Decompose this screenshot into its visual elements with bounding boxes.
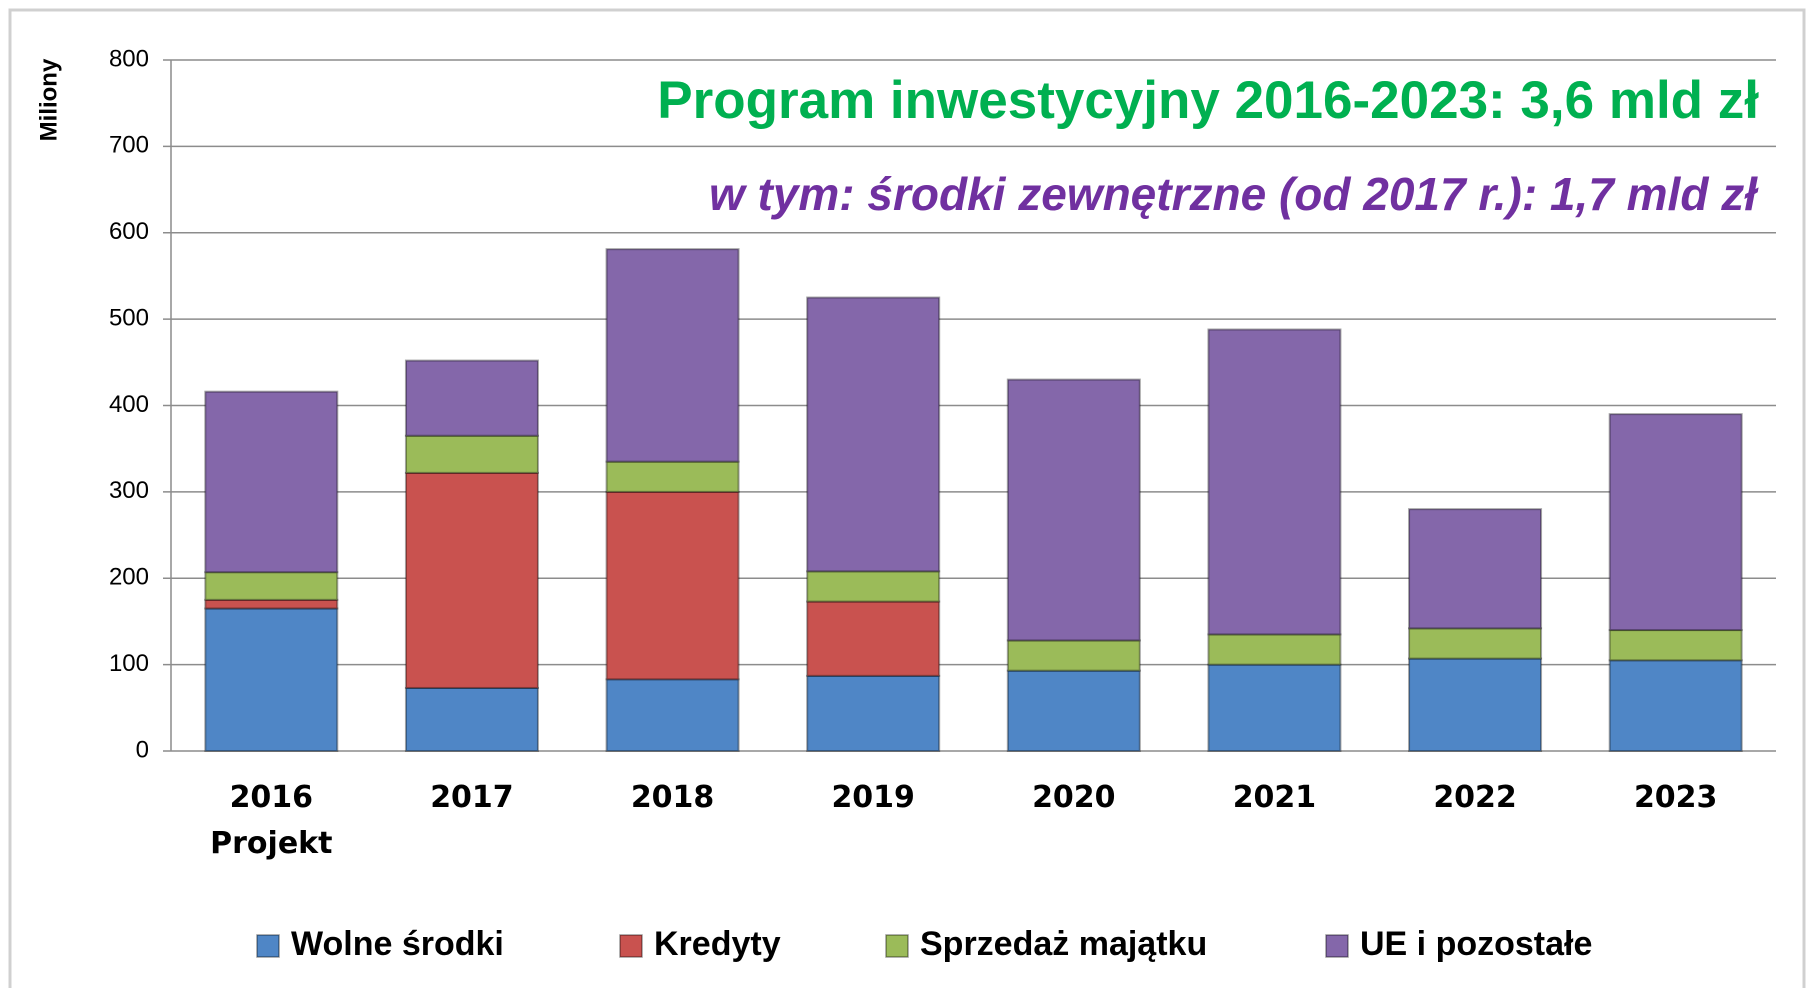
legend-swatch	[256, 934, 280, 958]
bar-segment	[806, 600, 941, 677]
bar-segment	[204, 598, 339, 610]
bar-segment	[1207, 633, 1342, 666]
legend-swatch	[619, 934, 643, 958]
bar-segment	[404, 686, 539, 752]
x-tick-label: 2020	[1032, 780, 1116, 815]
bar-segment	[1006, 378, 1141, 642]
bar-segment	[1006, 639, 1141, 672]
x-tick-label: 2022	[1433, 780, 1517, 815]
bar-segment	[605, 678, 740, 753]
bar-segment	[204, 571, 339, 601]
bar-segment	[1608, 659, 1743, 753]
bar-segment	[1006, 669, 1141, 753]
bar-segment	[1608, 629, 1743, 662]
annotation: w tym: środki zewnętrzne (od 2017 r.): 1…	[709, 168, 1759, 220]
bar-segment	[806, 296, 941, 573]
bar-segment	[806, 570, 941, 603]
x-tick-label: 2019	[831, 780, 915, 815]
y-tick-label: 400	[109, 391, 149, 418]
bar-segment	[1408, 657, 1543, 752]
legend-label: Kredyty	[654, 925, 781, 963]
x-tick-label: 2021	[1232, 780, 1317, 815]
legend-swatch	[885, 934, 909, 958]
bar-segment	[605, 248, 740, 463]
legend-label: Wolne środki	[291, 925, 504, 963]
y-tick-label: 100	[109, 650, 149, 677]
y-tick-label: 600	[109, 218, 149, 245]
y-tick-label: 200	[109, 564, 149, 591]
y-tick-label: 0	[136, 736, 149, 763]
legend-label: Sprzedaż majątku	[920, 925, 1207, 963]
y-axis-label: Miliony	[35, 58, 62, 141]
bar-segment	[806, 674, 941, 753]
bar-segment	[1408, 508, 1543, 630]
bar-segment	[1207, 328, 1342, 636]
y-tick-label: 700	[109, 132, 149, 159]
frame	[8, 8, 1806, 988]
bar-segment	[605, 490, 740, 681]
bar-segment	[204, 390, 339, 574]
legend-label: UE i pozostałe	[1360, 925, 1592, 963]
bar-segment	[1608, 413, 1743, 632]
y-tick-label: 500	[109, 304, 149, 331]
bar-segment	[605, 460, 740, 493]
bar-segment	[204, 607, 339, 753]
legend-swatch	[1325, 934, 1349, 958]
x-tick-label: 2018	[630, 780, 715, 815]
x-tick-label: 2017	[430, 780, 514, 815]
bar-segment	[1207, 663, 1342, 752]
bar-segment	[1408, 627, 1543, 660]
bar-segment	[404, 434, 539, 474]
x-tick-label: 2016 Projekt	[210, 780, 333, 861]
annotation: Program inwestycyjny 2016-2023: 3,6 mld …	[657, 71, 1759, 130]
bar-segment	[404, 359, 539, 437]
y-tick-label: 800	[109, 45, 149, 72]
bar-segment	[404, 471, 539, 689]
x-tick-label: 2023	[1633, 780, 1718, 815]
y-tick-label: 300	[109, 477, 149, 504]
